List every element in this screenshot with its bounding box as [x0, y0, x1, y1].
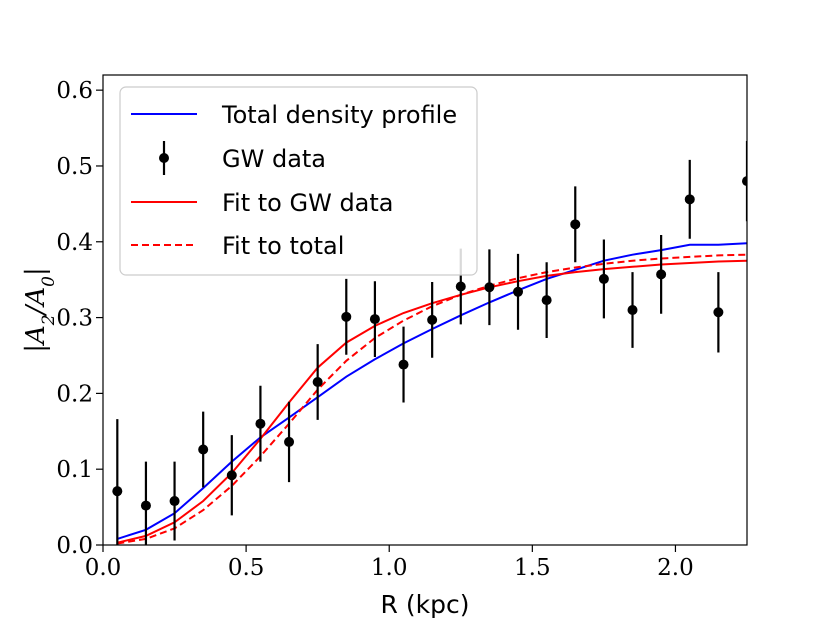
legend-box [119, 86, 478, 276]
legend-label-1: GW data [222, 145, 326, 173]
y-tick-label: 0.5 [56, 154, 93, 180]
legend-label-2: Fit to GW data [222, 189, 394, 217]
plot-frame [102, 74, 748, 546]
data-point [713, 307, 724, 318]
x-tick-label: 0.0 [85, 555, 122, 581]
data-point [570, 219, 581, 230]
ticks-layer: 0.0 0.5 1.0 1.5 2.0 0.0 0.1 0.2 0.3 0.4 0.5 0.6 [56, 78, 693, 581]
data-point [169, 496, 180, 507]
y-tick-label: 0.2 [56, 381, 93, 407]
data-point [455, 281, 466, 292]
legend-label-3: Fit to total [222, 232, 344, 260]
legend: Total density profile GW data Fit to GW da… [119, 86, 478, 276]
data-point [598, 273, 609, 284]
data-point [226, 470, 237, 481]
data-point [284, 436, 295, 447]
legend-items: Total density profile GW data Fit to GW da… [131, 101, 457, 260]
x-axis-label: R (kpc) [381, 590, 470, 619]
data-point [541, 295, 552, 306]
data-point [398, 359, 409, 370]
x-tick-label: 1.5 [514, 555, 551, 581]
legend-swatch-point [159, 153, 169, 163]
data-point [627, 305, 638, 315]
y-tick-label: 0.6 [56, 78, 93, 104]
data-point [484, 282, 495, 293]
x-tick-label: 2.0 [657, 555, 694, 581]
data-point [742, 176, 747, 187]
y-axis-label: |A2/A0| [21, 267, 59, 353]
legend-label-0: Total density profile [221, 101, 457, 129]
data-point [112, 486, 123, 497]
y-tick-label: 0.3 [56, 306, 93, 332]
y-tick-label: 0.4 [56, 230, 93, 256]
data-point [684, 194, 695, 205]
data-point [427, 314, 438, 325]
data-point [369, 314, 380, 325]
data-point [656, 269, 667, 280]
data-point [255, 418, 266, 429]
data-point [312, 377, 323, 388]
y-tick-label: 0.0 [56, 533, 93, 559]
data-point [140, 500, 151, 511]
data-point [513, 286, 524, 297]
x-tick-label: 1.0 [371, 555, 408, 581]
y-tick-label: 0.1 [56, 457, 93, 483]
x-tick-label: 0.5 [228, 555, 265, 581]
data-point [341, 311, 352, 322]
data-point [198, 444, 209, 455]
